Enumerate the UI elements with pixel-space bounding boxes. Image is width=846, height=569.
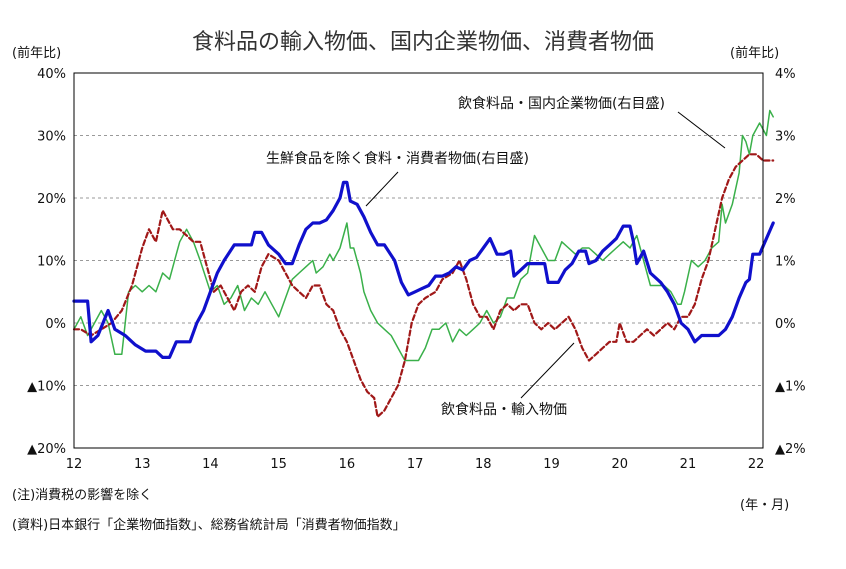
left-tick-label: 40% [37,67,66,82]
left-axis-unit: (前年比) [12,46,62,61]
annotation-leader [365,171,399,207]
right-tick-label: ▲2% [775,442,806,457]
chart-title: 食料品の輸入物価、国内企業物価、消費者物価 [191,30,654,55]
x-tick-label: 12 [66,457,83,472]
annotation-label: 飲食料品・輸入物価 [441,401,567,418]
series-line-0 [72,180,775,359]
series-line-2 [72,153,775,418]
x-tick-label: 20 [611,457,628,472]
annotation-label: 生鮮食品を除く食料・消費者物価(右目盛) [266,150,529,167]
plot-frame [73,72,764,449]
x-tick-label: 15 [270,457,287,472]
source-note: (資料)日本銀行「企業物価指数」、総務省統計局「消費者物価指数」 [12,518,406,533]
right-axis-unit: (前年比) [730,46,780,61]
left-tick-label: 10% [37,255,66,270]
annotation-leader [677,111,726,149]
x-tick-label: 18 [475,457,492,472]
x-tick-label: 21 [680,457,697,472]
left-tick-label: ▲20% [27,442,66,457]
right-tick-label: ▲1% [775,380,806,395]
x-tick-label: 16 [339,457,356,472]
right-tick-label: 1% [775,255,796,270]
x-tick-label: 22 [748,457,765,472]
annotations: 飲食料品・国内企業物価(右目盛) 生鮮食品を除く食料・消費者物価(右目盛) 飲食料品… [266,95,726,418]
x-tick-label: 17 [407,457,424,472]
annotation-label: 飲食料品・国内企業物価(右目盛) [458,95,665,112]
axes: 40% 30% 20% 10% 0% ▲10% ▲20% 4% 3% 2% 1% 0% ▲1% ▲2% 12… [27,67,806,472]
annotation-leader [520,342,575,399]
footnote: (注)消費税の影響を除く [12,488,153,503]
x-tick-label: 19 [543,457,560,472]
right-tick-label: 0% [775,317,796,332]
left-tick-label: 30% [37,130,66,145]
x-tick-label: 13 [134,457,151,472]
right-tick-label: 3% [775,130,796,145]
left-tick-label: ▲10% [27,380,66,395]
x-axis-unit: (年・月) [740,498,790,513]
right-tick-label: 2% [775,192,796,207]
left-tick-label: 20% [37,192,66,207]
x-tick-label: 14 [202,457,219,472]
grid [74,135,763,386]
series-lines [72,109,775,418]
left-tick-label: 0% [45,317,66,332]
series-line-1 [73,109,774,362]
right-tick-label: 4% [775,67,796,82]
